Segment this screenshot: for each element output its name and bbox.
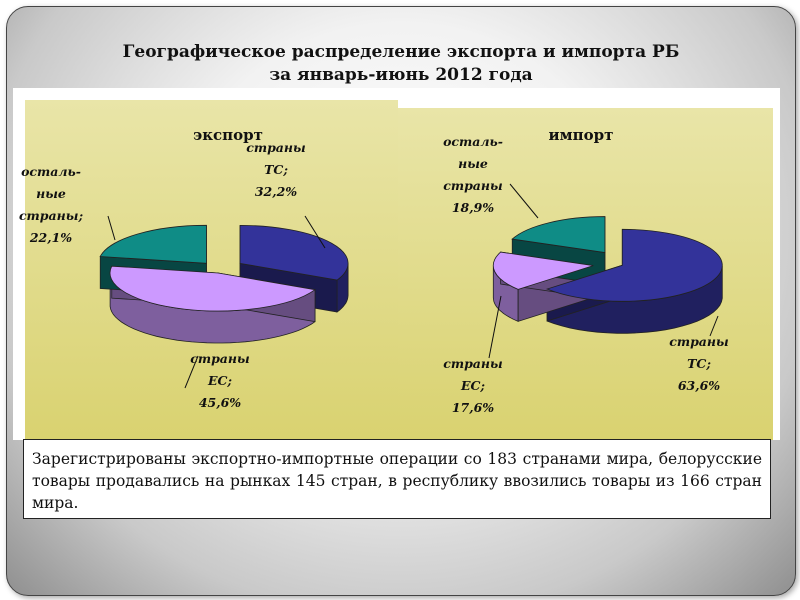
pie-slice-страны-ТС	[239, 224, 349, 281]
leader-line	[488, 295, 502, 359]
pie-slice-остальные-страны	[99, 224, 207, 264]
leader-line	[107, 215, 116, 241]
data-label: страны ТС; 32,2%	[246, 140, 306, 199]
leader-line	[709, 315, 719, 337]
info-note: Зарегистрированы экспортно-импортные опе…	[23, 439, 771, 519]
leader-line	[184, 355, 199, 389]
pie-slice-страны-ЕС	[109, 265, 317, 312]
pie-title: экспорт	[193, 126, 263, 144]
leader-line	[304, 215, 326, 249]
info-note-text: Зарегистрированы экспортно-импортные опе…	[32, 450, 762, 512]
data-label: страны ТС; 63,6%	[669, 334, 729, 393]
chart-panel: экспорт страны ТС; 32,2% страны ЕС; 45,6% остал…	[13, 88, 780, 440]
data-label: страны ЕС; 17,6%	[443, 356, 503, 415]
pie-slice-страны-ЕС	[492, 251, 594, 290]
title-line-2: за январь-июнь 2012 года	[269, 65, 533, 85]
pie-slice-остальные-страны	[511, 216, 606, 254]
data-label: страны ЕС; 45,6%	[190, 351, 250, 410]
slide-title: Географическое распределение экспорта и …	[7, 41, 795, 87]
pie-slice-страны-ТС	[545, 228, 723, 302]
pie-chart-import: импорт страны ТС; 63,6% страны ЕС; 17,6% осталь…	[443, 126, 729, 415]
leader-line	[509, 183, 539, 219]
pie-title: импорт	[549, 126, 614, 144]
data-label: осталь-ные страны; 22,1%	[19, 164, 84, 245]
data-label: осталь-ные страны 18,9%	[443, 134, 503, 215]
title-line-1: Географическое распределение экспорта и …	[122, 42, 680, 62]
